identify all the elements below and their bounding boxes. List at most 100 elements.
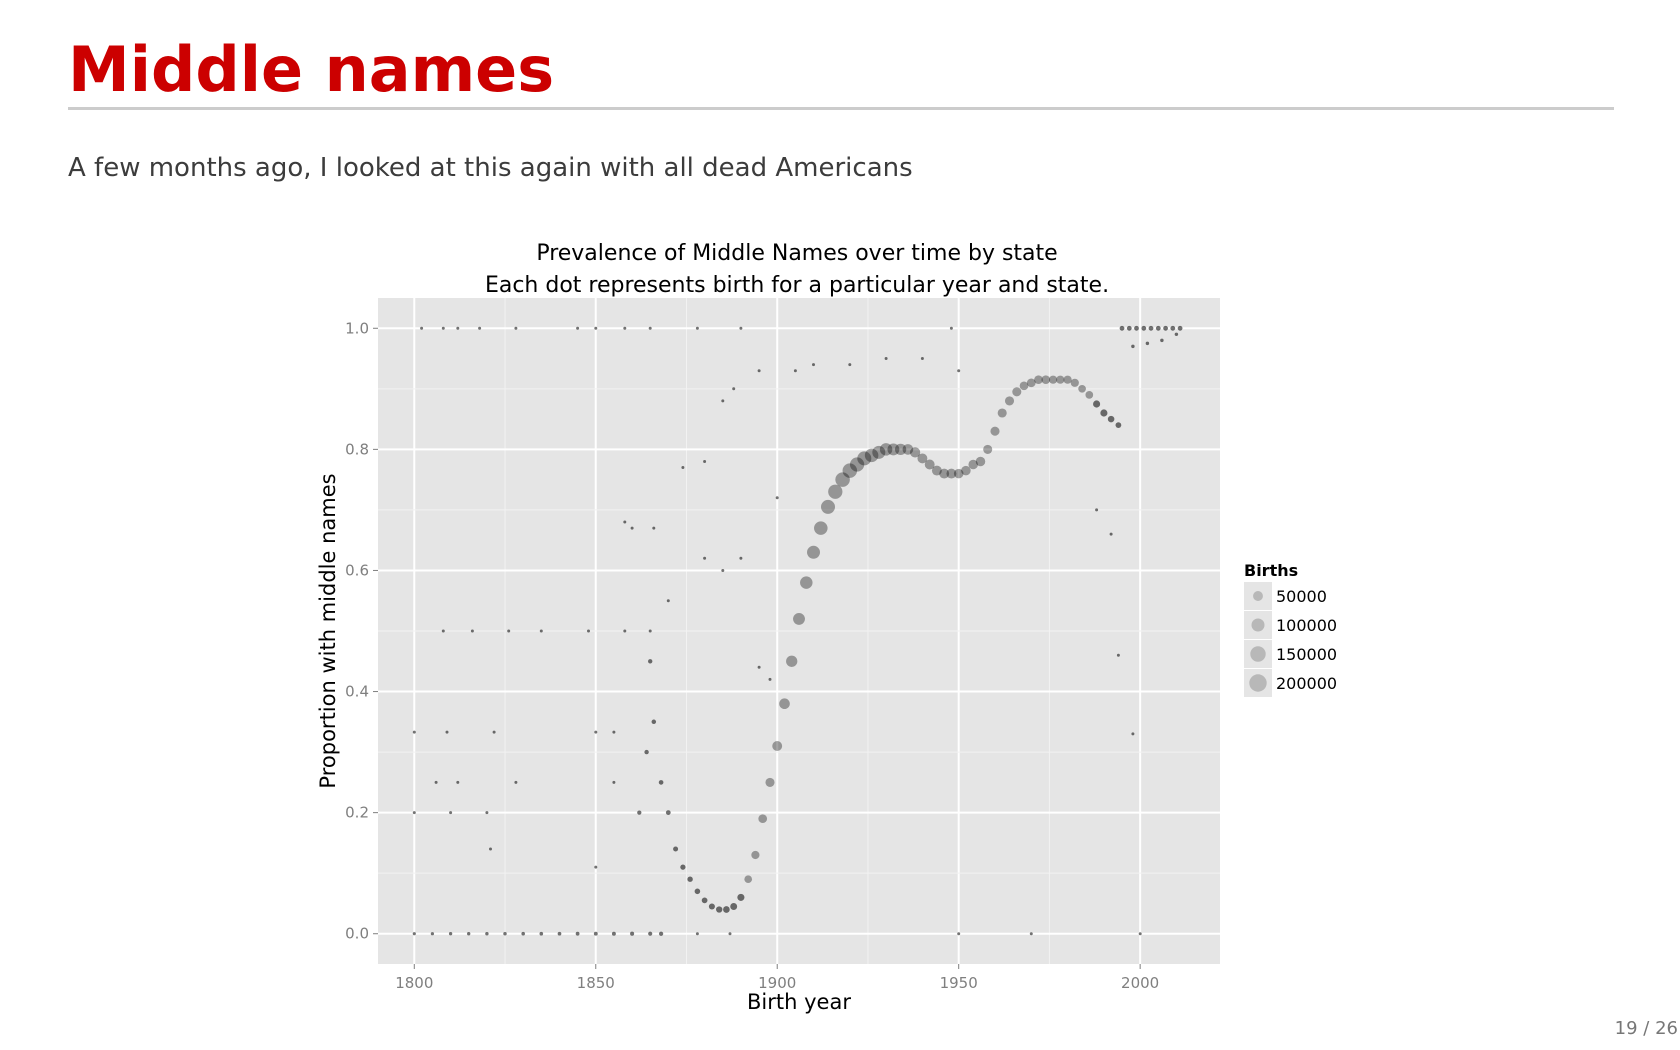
slide-subtitle: A few months ago, I looked at this again… [68,153,913,183]
data-point [1177,325,1183,331]
data-point [807,545,820,559]
data-point [842,463,858,478]
data-point [894,443,907,456]
data-point [917,453,928,464]
data-point [953,468,964,479]
chart-title: Prevalence of Middle Names over time by … [536,241,1057,266]
data-point [514,326,518,330]
data-point [434,780,438,784]
legend-key-point [1251,618,1265,632]
x-tick-label: 1900 [758,974,796,992]
data-point [507,629,511,633]
data-point [828,484,843,499]
data-point [975,456,986,467]
legend-title: Births [1244,561,1298,580]
data-point [849,457,865,472]
legend-key-point [1253,591,1263,601]
data-point [946,468,957,479]
data-point [630,931,635,936]
data-point [758,814,768,824]
data-point [648,629,652,633]
data-point [800,576,813,589]
data-point [1026,378,1036,388]
data-point [793,612,805,625]
data-point [1078,384,1086,393]
data-point [1115,422,1122,428]
data-point [430,932,435,936]
data-point [687,876,693,882]
legend-key-point [1250,646,1266,662]
slide-title: Middle names [68,33,555,106]
data-point [1119,325,1125,331]
data-point [1041,375,1051,385]
data-point [673,846,679,852]
data-point [441,629,445,633]
data-point [739,556,743,560]
x-axis-label: Birth year [747,990,851,1014]
data-point [412,730,416,734]
data-point [730,903,738,910]
data-point [593,931,598,936]
data-point [848,363,852,367]
data-point [772,741,783,751]
data-point [658,931,664,936]
data-point [1148,325,1154,331]
data-point [820,499,836,514]
data-point [1170,325,1176,331]
data-point [623,520,627,524]
data-point [814,521,828,535]
data-point [1126,325,1132,331]
data-point [492,730,496,734]
data-point [557,931,562,936]
data-point [680,864,686,870]
data-point [456,780,460,784]
data-point [732,387,736,391]
data-point [612,780,616,784]
data-point [765,777,775,787]
data-point [1109,532,1113,536]
data-point [470,629,474,633]
data-point [1070,378,1079,387]
data-point [623,629,627,633]
page-number: 19 / 26 [1614,1018,1678,1039]
data-point [1100,409,1108,417]
data-point [723,906,730,913]
data-point [1145,341,1150,346]
data-point [412,811,416,815]
y-tick-label: 0.8 [345,440,369,458]
data-point [623,326,627,330]
data-point [884,357,888,360]
data-point [594,730,598,734]
data-point [1095,508,1099,512]
data-point [576,326,580,330]
data-point [665,810,671,815]
data-point [478,326,482,330]
data-point [775,496,779,500]
data-point [968,459,978,470]
data-point [961,465,971,476]
y-axis-ticks: 0.0 0.2 0.4 0.6 0.8 1.0 [345,319,378,943]
data-point [739,326,743,330]
y-axis-label: Proportion with middle names [316,473,340,788]
data-point [651,719,657,725]
data-point [872,445,886,459]
y-tick-label: 0.6 [345,561,369,579]
legend-entry-label: 200000 [1276,674,1337,693]
data-point [1049,375,1058,384]
data-point [694,888,701,895]
data-point [489,847,492,851]
data-point [721,569,725,572]
data-point [983,444,993,454]
data-point [703,556,707,560]
data-point [1138,932,1142,936]
data-point [931,465,942,476]
data-point [612,730,616,734]
data-point [703,460,707,463]
y-tick-label: 0.0 [345,925,369,943]
data-point [864,448,879,463]
data-point [658,780,664,785]
legend-key-point [1249,674,1267,692]
data-point [857,451,872,466]
data-point [957,932,961,936]
